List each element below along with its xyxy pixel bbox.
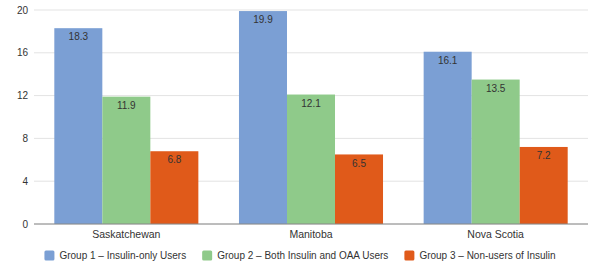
x-axis-line — [34, 224, 588, 225]
bar — [520, 147, 568, 224]
grid-line — [34, 52, 588, 53]
bar — [54, 28, 102, 224]
legend-label: Group 1 – Insulin-only Users — [59, 250, 186, 261]
y-tick-label: 4 — [22, 176, 28, 187]
plot-area — [34, 10, 588, 224]
bar — [150, 151, 198, 224]
chart: 0 4 8 12 16 20 18.3 19.9 16.1 11.9 12.1 13.5 6.8 6.5 7… — [0, 0, 600, 265]
data-label: 6.5 — [352, 158, 366, 169]
bar — [239, 11, 287, 224]
data-label: 6.8 — [167, 154, 181, 165]
y-axis: 0 4 8 12 16 20 — [17, 5, 29, 230]
y-tick-label: 8 — [22, 133, 28, 144]
data-label: 16.1 — [438, 55, 458, 66]
x-tick-label: Saskatchewan — [92, 228, 160, 240]
data-labels: 18.3 19.9 16.1 11.9 12.1 13.5 6.8 6.5 7.2 — [69, 14, 551, 168]
bar — [472, 80, 520, 224]
grid-line — [34, 224, 588, 225]
bar — [335, 154, 383, 224]
bar — [102, 97, 150, 224]
page: {"chart_data": {"type": "bar", "categori… — [0, 0, 600, 265]
legend-item: Group 3 – Non-users of Insulin — [404, 250, 555, 261]
bar — [424, 52, 472, 224]
x-tick-label: Nova Scotia — [467, 228, 524, 240]
x-tick-label: Manitoba — [289, 228, 332, 240]
y-tick-label: 16 — [17, 47, 29, 58]
y-tick-label: 12 — [17, 90, 29, 101]
grid — [34, 10, 588, 224]
legend-swatch — [404, 251, 414, 261]
data-label: 18.3 — [69, 31, 89, 42]
legend-item: Group 1 – Insulin-only Users — [44, 250, 186, 261]
bars — [54, 11, 567, 224]
data-label: 19.9 — [253, 14, 273, 25]
data-label: 13.5 — [486, 83, 506, 94]
grid-line — [34, 10, 588, 11]
legend-swatch — [202, 251, 212, 261]
data-label: 11.9 — [117, 100, 136, 111]
legend-label: Group 3 – Non-users of Insulin — [419, 250, 555, 261]
y-tick-label: 0 — [22, 219, 28, 230]
legend-item: Group 2 – Both Insulin and OAA Users — [202, 250, 388, 261]
legend: Group 1 – Insulin-only Users Group 2 – Bo… — [44, 250, 555, 261]
legend-label: Group 2 – Both Insulin and OAA Users — [217, 250, 388, 261]
bar — [287, 95, 335, 224]
x-axis: Saskatchewan Manitoba Nova Scotia — [92, 228, 524, 240]
data-label: 12.1 — [301, 98, 321, 109]
legend-swatch — [44, 251, 54, 261]
y-tick-label: 20 — [17, 5, 29, 16]
data-label: 7.2 — [537, 150, 551, 161]
